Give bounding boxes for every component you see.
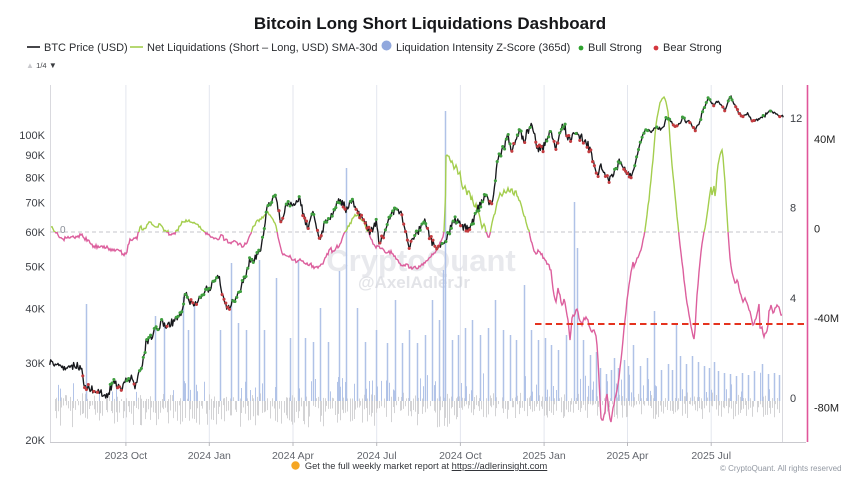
svg-text:2025 Jan: 2025 Jan — [522, 450, 565, 462]
svg-text:2025 Apr: 2025 Apr — [606, 450, 649, 462]
svg-text:60K: 60K — [25, 227, 45, 239]
svg-text:-80M: -80M — [814, 403, 839, 415]
svg-text:70K: 70K — [25, 198, 45, 210]
svg-text:40M: 40M — [814, 134, 835, 146]
svg-text:0: 0 — [814, 224, 820, 236]
svg-text:0: 0 — [60, 225, 66, 236]
svg-text:40K: 40K — [25, 304, 45, 316]
svg-text:2024 Jan: 2024 Jan — [188, 450, 231, 462]
svg-text:20K: 20K — [25, 435, 45, 447]
svg-text:50K: 50K — [25, 261, 45, 273]
svg-text:80K: 80K — [25, 172, 45, 184]
svg-text:8: 8 — [790, 203, 796, 215]
svg-text:2023 Oct: 2023 Oct — [105, 450, 148, 462]
svg-text:90K: 90K — [25, 150, 45, 162]
svg-text:12: 12 — [790, 113, 802, 125]
svg-text:@AxelAdlerJr: @AxelAdlerJr — [358, 273, 470, 292]
svg-text:100K: 100K — [19, 130, 45, 142]
svg-text:2024 Jul: 2024 Jul — [357, 450, 397, 462]
svg-text:0: 0 — [790, 393, 796, 405]
svg-text:2024 Apr: 2024 Apr — [272, 450, 315, 462]
svg-text:4: 4 — [790, 293, 796, 305]
svg-text:30K: 30K — [25, 358, 45, 370]
svg-text:-40M: -40M — [814, 313, 839, 325]
svg-text:2025 Jul: 2025 Jul — [691, 450, 731, 462]
svg-text:CryptoQuant: CryptoQuant — [326, 243, 515, 278]
svg-text:2024 Oct: 2024 Oct — [439, 450, 482, 462]
